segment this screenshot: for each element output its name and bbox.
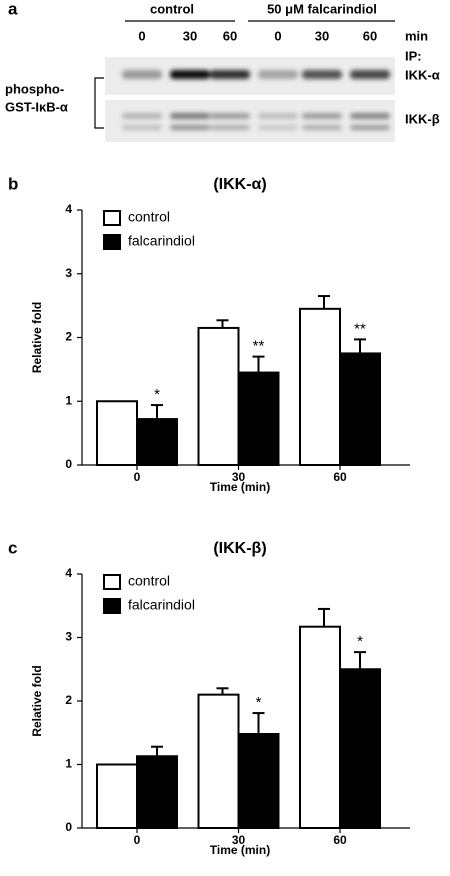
x-tick-label: 30	[232, 833, 246, 847]
panel-label: c	[8, 538, 17, 557]
band	[210, 113, 250, 119]
band	[350, 113, 390, 119]
time-label: 30	[183, 28, 197, 43]
bar	[299, 307, 341, 466]
time-label: 60	[223, 28, 237, 43]
band	[210, 125, 250, 130]
panel-label: a	[8, 0, 18, 18]
band	[302, 125, 342, 130]
band	[170, 70, 210, 79]
x-axis-label: Time (min)	[210, 480, 270, 494]
bar	[197, 326, 240, 466]
bar	[136, 418, 178, 467]
x-tick-label: 60	[333, 833, 347, 847]
legend-label: control	[128, 209, 170, 225]
y-axis-label: Relative fold	[30, 302, 44, 373]
significance: *	[357, 633, 363, 650]
x-tick-label: 0	[134, 470, 141, 484]
y-tick-label: 4	[65, 202, 72, 216]
x-tick-label: 60	[333, 470, 347, 484]
chart-title: (IKK-α)	[213, 176, 266, 193]
substrate-label: GST-IκB-α	[5, 99, 68, 114]
bar	[299, 625, 341, 830]
y-tick-label: 2	[65, 330, 72, 344]
legend-swatch	[103, 210, 121, 226]
band	[210, 70, 250, 79]
panel-label: b	[8, 174, 18, 193]
x-tick-label: 0	[134, 833, 141, 847]
y-tick-label: 0	[65, 457, 72, 471]
y-tick-label: 4	[65, 566, 72, 580]
band	[122, 125, 162, 130]
band	[258, 113, 298, 119]
band	[122, 113, 162, 119]
bracket	[94, 77, 104, 129]
significance: **	[354, 320, 366, 337]
y-tick-label: 3	[65, 630, 72, 644]
bar	[96, 400, 138, 466]
time-label: 30	[315, 28, 329, 43]
row-label: IKK-α	[405, 67, 440, 82]
legend-swatch	[103, 598, 121, 614]
y-tick-label: 1	[65, 757, 72, 771]
time-unit: min	[405, 28, 428, 43]
significance: *	[256, 694, 262, 711]
band	[302, 70, 342, 79]
band	[302, 113, 342, 119]
blot-bands	[122, 70, 390, 130]
band	[258, 70, 298, 79]
bar	[237, 733, 280, 830]
x-axis-label: Time (min)	[210, 843, 270, 857]
y-tick-label: 2	[65, 693, 72, 707]
bar	[339, 668, 381, 829]
substrate-label: phospho-	[5, 81, 64, 96]
bar	[96, 763, 138, 829]
band	[170, 125, 210, 130]
group-label: control	[150, 1, 194, 16]
band	[350, 70, 390, 79]
significance: *	[154, 386, 160, 403]
legend-swatch	[103, 574, 121, 590]
x-tick-label: 30	[232, 470, 246, 484]
band	[122, 70, 162, 79]
bar	[197, 693, 240, 830]
bar	[136, 755, 178, 829]
y-tick-label: 1	[65, 393, 72, 407]
y-axis-label: Relative fold	[30, 665, 44, 736]
blot-strip	[105, 100, 395, 142]
time-label: 0	[138, 28, 145, 43]
band	[258, 125, 298, 130]
ip-label: IP:	[405, 48, 422, 63]
time-label: 60	[363, 28, 377, 43]
y-tick-label: 3	[65, 266, 72, 280]
legend-swatch	[103, 234, 121, 250]
band	[170, 113, 210, 119]
group-label: 50 μM falcarindiol	[267, 1, 377, 16]
significance: **	[253, 338, 265, 355]
chart-title: (IKK-β)	[213, 540, 266, 557]
legend-label: falcarindiol	[128, 233, 195, 249]
band	[350, 125, 390, 130]
bar	[237, 371, 280, 466]
time-label: 0	[274, 28, 281, 43]
row-label: IKK-β	[405, 111, 440, 126]
y-tick-label: 0	[65, 820, 72, 834]
legend-label: falcarindiol	[128, 597, 195, 613]
legend-label: control	[128, 573, 170, 589]
bar	[339, 352, 381, 466]
